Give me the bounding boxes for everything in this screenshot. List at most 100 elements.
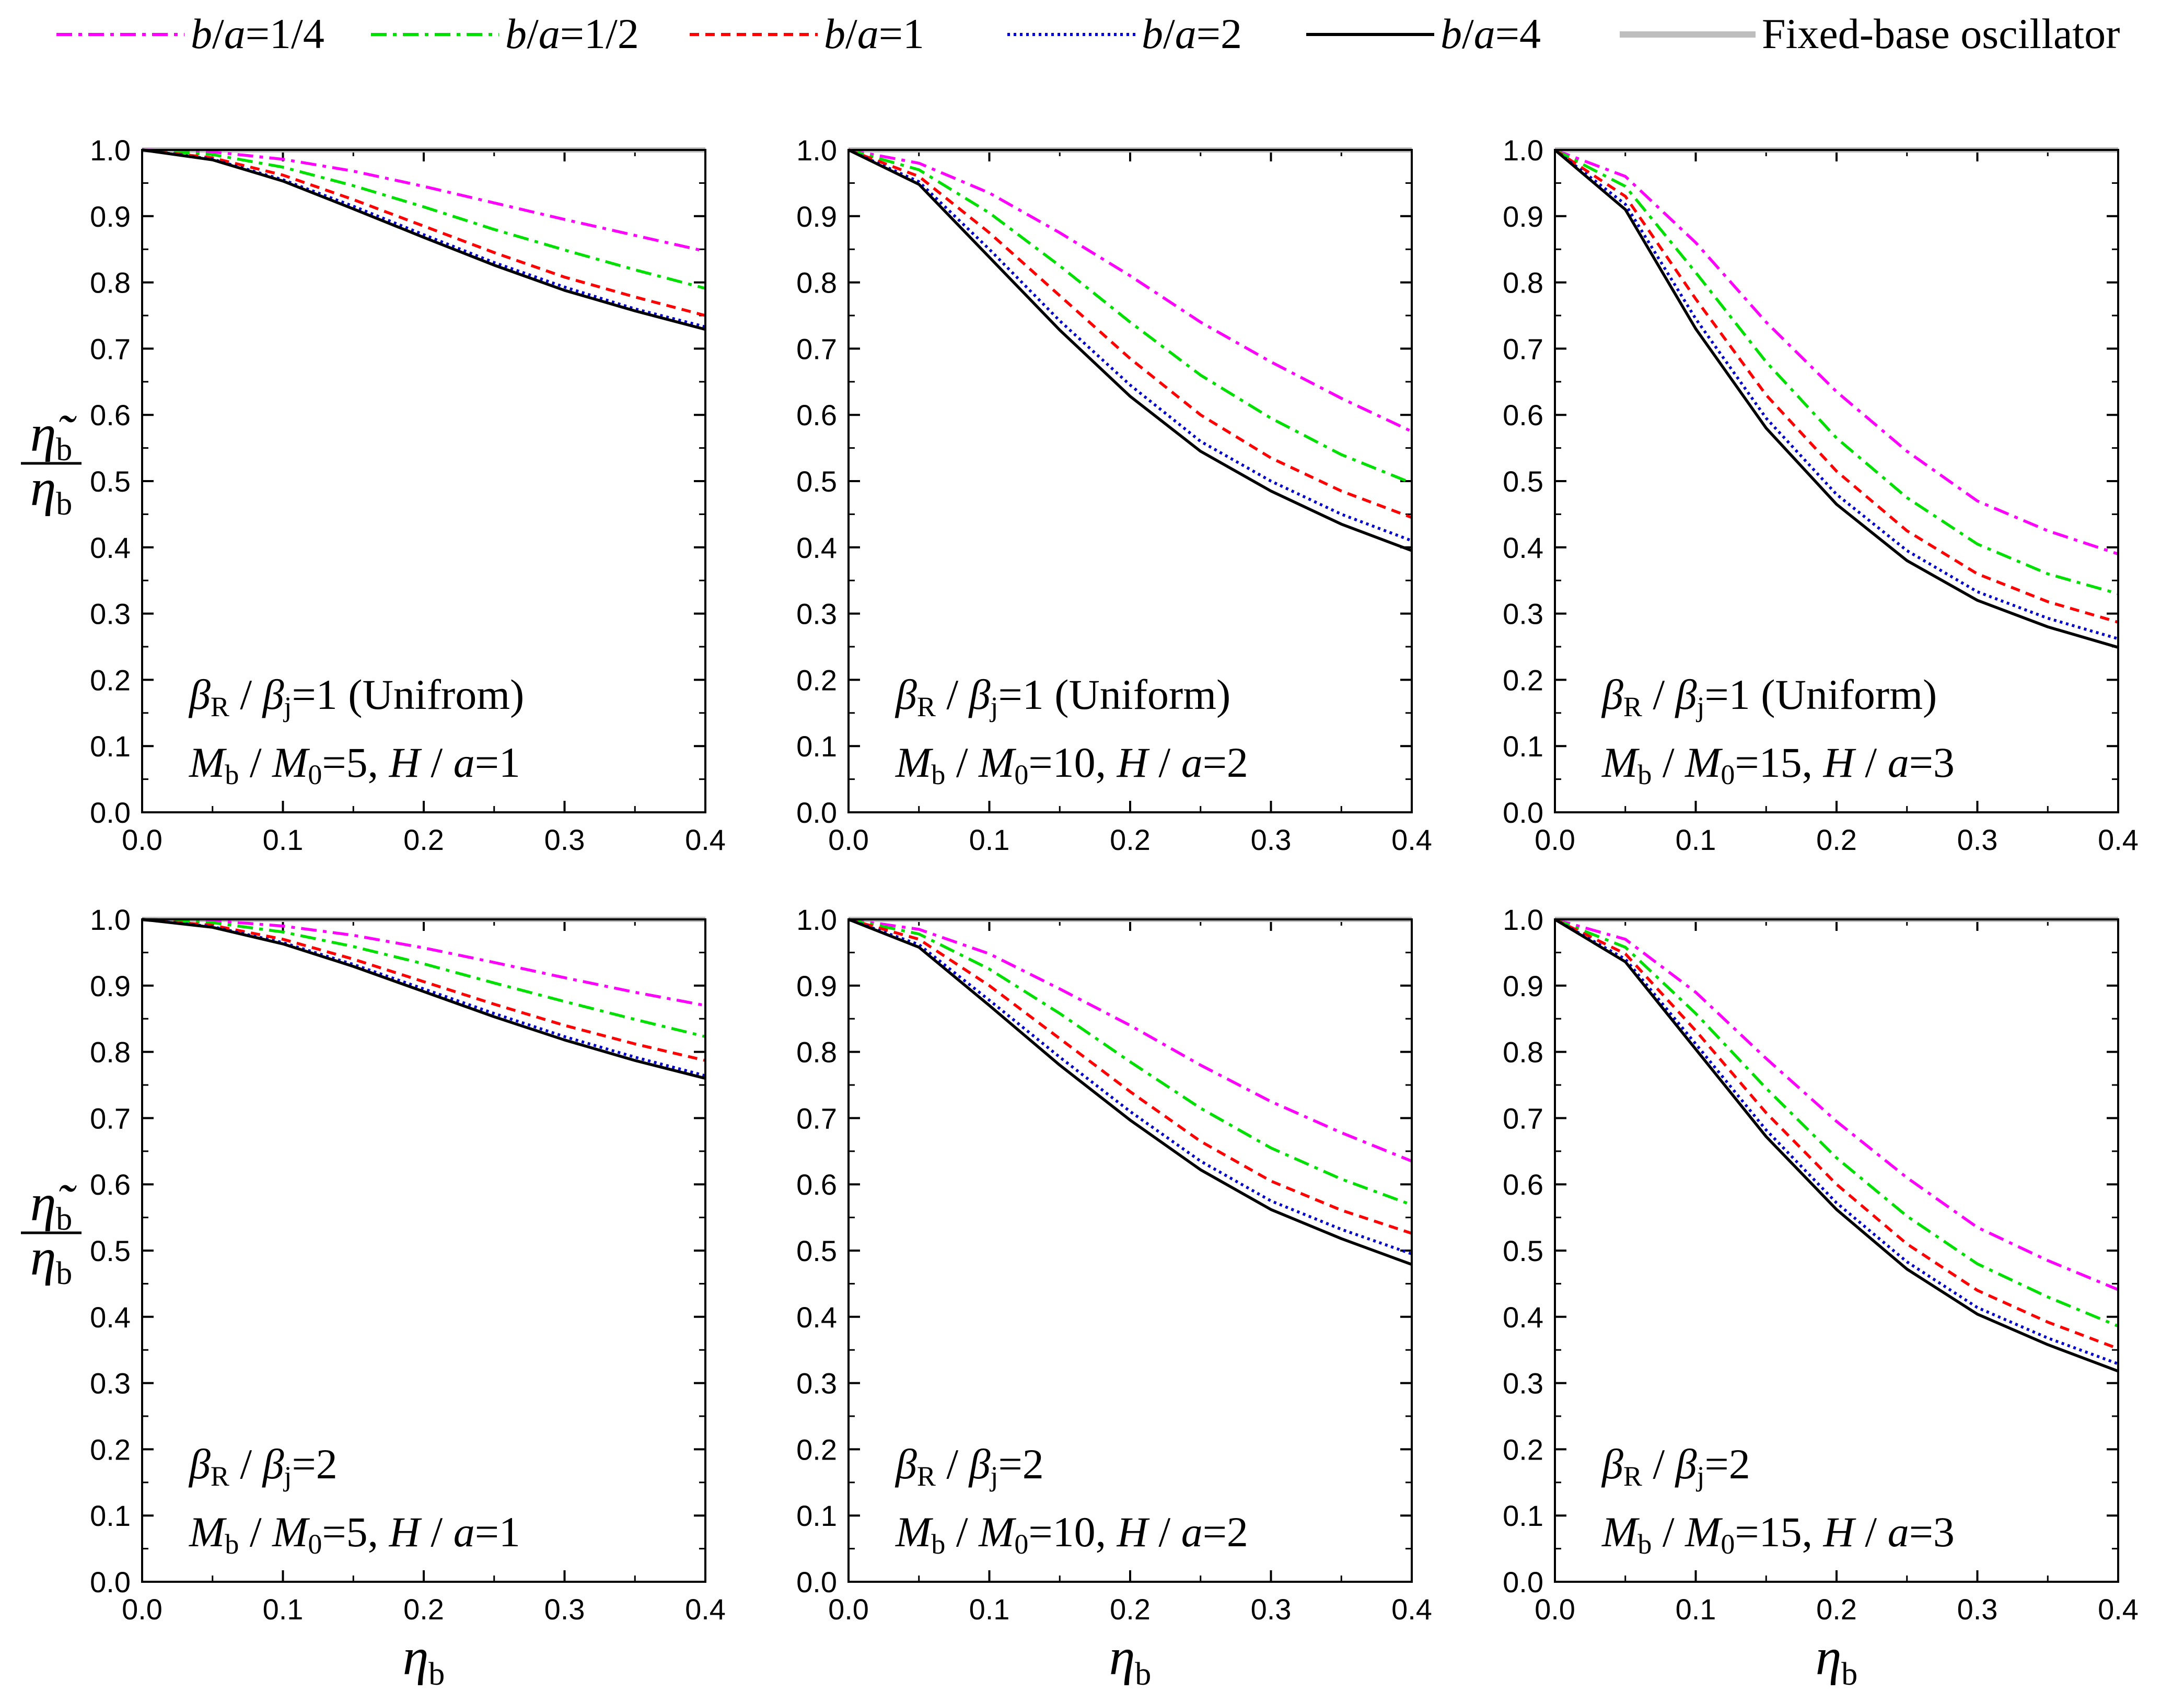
y-tick-label: 0.0 bbox=[1503, 796, 1543, 829]
panel-6: 0.0 0.1 0.2 0.3 0.4 0.0 0.1 0.2 0.3 0.4 0.5 0.6 0.7 0… bbox=[1503, 903, 2139, 1626]
x-tick-label: 0.4 bbox=[2098, 1593, 2139, 1626]
series-line-q025 bbox=[848, 918, 1413, 1163]
legend-item-q1: b/a=1 bbox=[690, 10, 924, 57]
y-axis-title-row-1: η̃bηb bbox=[21, 404, 82, 522]
series-line-q1 bbox=[1554, 148, 2119, 624]
series-line-q05 bbox=[848, 918, 1412, 1207]
y-tick-label: 0.5 bbox=[796, 465, 837, 498]
panel-1-ticks: 0.0 0.1 0.2 0.3 0.4 0.0 0.1 0.2 0.3 0.4 0.5 0.6 0.7 0… bbox=[90, 134, 726, 856]
x-tick-label: 0.3 bbox=[1251, 823, 1292, 856]
y-tick-label: 0.9 bbox=[90, 200, 131, 233]
x-tick-label: 0.1 bbox=[969, 823, 1010, 856]
series-line-q2 bbox=[847, 148, 1412, 542]
y-tick-label: 0.2 bbox=[1503, 1433, 1543, 1466]
legend-label-q05: b/a=1/2 bbox=[505, 10, 639, 57]
x-tick-label: 0.1 bbox=[1676, 1593, 1716, 1626]
annotation-beta-ratio: βR / βj=2 bbox=[188, 1440, 338, 1492]
panel-5: 0.0 0.1 0.2 0.3 0.4 0.0 0.1 0.2 0.3 0.4 0.5 0.6 0.7 0… bbox=[796, 903, 1432, 1626]
x-tick-label: 0.4 bbox=[685, 1593, 726, 1626]
y-tick-label: 0.0 bbox=[796, 1566, 837, 1598]
panel-4: 0.0 0.1 0.2 0.3 0.4 0.0 0.1 0.2 0.3 0.4 0.5 0.6 0.7 0… bbox=[90, 903, 726, 1626]
y-tick-label: 0.5 bbox=[1503, 465, 1543, 498]
legend-label-q1: b/a=1 bbox=[824, 10, 924, 57]
y-tick-label: 0.2 bbox=[90, 663, 131, 696]
y-tick-label: 0.2 bbox=[796, 663, 837, 696]
legend-label-q4: b/a=4 bbox=[1440, 10, 1541, 57]
y-tick-label: 0.0 bbox=[1503, 1566, 1543, 1598]
x-tick-label: 0.0 bbox=[1535, 823, 1575, 856]
y-tick-label: 0.8 bbox=[796, 1036, 837, 1069]
x-tick-label: 0.3 bbox=[544, 823, 585, 856]
y-tick-label: 0.3 bbox=[796, 1367, 837, 1400]
y-tick-label: 0.0 bbox=[796, 796, 837, 829]
y-tick-label: 0.6 bbox=[796, 399, 837, 431]
y-axis-title-numerator: η̃b bbox=[30, 1174, 77, 1237]
y-axis-title-denominator: ηb bbox=[30, 1228, 73, 1291]
plot-frame bbox=[141, 149, 706, 813]
y-tick-label: 0.7 bbox=[90, 332, 131, 365]
y-tick-label: 0.3 bbox=[90, 598, 131, 631]
y-tick-label: 0.2 bbox=[796, 1433, 837, 1466]
plot-frame bbox=[847, 149, 1413, 813]
y-tick-label: 0.8 bbox=[796, 266, 837, 299]
series-line-q4 bbox=[1554, 918, 2119, 1373]
x-tick-label: 0.3 bbox=[1957, 1593, 1998, 1626]
series-line-q1 bbox=[848, 148, 1412, 519]
y-tick-label: 0.6 bbox=[796, 1168, 837, 1201]
series-line-q025 bbox=[1554, 148, 2119, 556]
y-tick-label: 0.0 bbox=[90, 796, 131, 829]
y-tick-label: 0.9 bbox=[90, 970, 131, 1002]
y-tick-label: 0.1 bbox=[796, 1499, 837, 1532]
y-tick-label: 0.9 bbox=[796, 200, 837, 233]
x-tick-label: 0.1 bbox=[969, 1593, 1010, 1626]
y-tick-label: 1.0 bbox=[796, 903, 837, 936]
y-tick-label: 0.9 bbox=[1503, 970, 1543, 1002]
y-tick-label: 0.7 bbox=[796, 1102, 837, 1135]
x-tick-label: 0.0 bbox=[828, 823, 869, 856]
panels: 0.0 0.1 0.2 0.3 0.4 0.0 0.1 0.2 0.3 0.4 0.5 0.6 0.7 0… bbox=[90, 134, 2139, 1626]
annotation-beta-ratio: βR / βj=2 bbox=[1601, 1440, 1750, 1492]
series-line-q05 bbox=[1554, 148, 2119, 596]
y-tick-label: 0.3 bbox=[1503, 1367, 1543, 1400]
series-line-q1 bbox=[1554, 918, 2119, 1350]
x-tick-label: 0.0 bbox=[1535, 1593, 1575, 1626]
y-tick-label: 0.8 bbox=[1503, 266, 1543, 299]
y-tick-label: 0.2 bbox=[1503, 663, 1543, 696]
y-tick-label: 0.5 bbox=[796, 1234, 837, 1267]
x-tick-label: 0.2 bbox=[1816, 823, 1857, 856]
legend-item-q4: b/a=4 bbox=[1306, 10, 1541, 57]
legend-item-fixed: Fixed-base oscillator bbox=[1620, 10, 2120, 57]
x-tick-label: 0.0 bbox=[122, 1593, 162, 1626]
x-tick-label: 0.3 bbox=[1957, 823, 1998, 856]
y-tick-label: 1.0 bbox=[90, 903, 131, 936]
y-tick-label: 0.4 bbox=[1503, 1301, 1543, 1334]
y-tick-label: 1.0 bbox=[1503, 903, 1543, 936]
x-axis-titles: ηb ηb ηb bbox=[403, 1628, 1858, 1692]
series-line-q2 bbox=[848, 918, 1412, 1255]
annotation-mass-height: Mb / M0=15, H / a=3 bbox=[1601, 1508, 1955, 1560]
annotation-mass-height: Mb / M0=10, H / a=2 bbox=[895, 1508, 1248, 1560]
y-axis-title-numerator: η̃b bbox=[30, 404, 77, 468]
y-tick-label: 0.9 bbox=[796, 970, 837, 1002]
y-tick-label: 0.4 bbox=[796, 531, 837, 564]
series-line-q1 bbox=[848, 918, 1412, 1235]
x-tick-label: 0.1 bbox=[263, 1593, 304, 1626]
annotation-beta-ratio: βR / βj=1 (Unifrom) bbox=[188, 671, 524, 722]
x-tick-label: 0.4 bbox=[685, 823, 726, 856]
series-line-q05 bbox=[848, 148, 1413, 485]
annotation-beta-ratio: βR / βj=1 (Uniform) bbox=[894, 671, 1230, 722]
x-axis-title: ηb bbox=[1816, 1628, 1858, 1692]
series-line-q2 bbox=[142, 918, 706, 1077]
x-tick-label: 0.4 bbox=[2098, 823, 2139, 856]
legend-item-q05: b/a=1/2 bbox=[371, 10, 639, 57]
y-tick-label: 0.6 bbox=[90, 1168, 131, 1201]
annotation-mass-height: Mb / M0=10, H / a=2 bbox=[895, 739, 1248, 790]
annotation-mass-height: Mb / M0=5, H / a=1 bbox=[189, 1508, 520, 1560]
panel-4-ticks: 0.0 0.1 0.2 0.3 0.4 0.0 0.1 0.2 0.3 0.4 0.5 0.6 0.7 0… bbox=[90, 903, 726, 1626]
legend-label-q025: b/a=1/4 bbox=[191, 10, 324, 57]
y-tick-label: 0.7 bbox=[1503, 332, 1543, 365]
y-tick-label: 0.0 bbox=[90, 1566, 131, 1598]
series-line-q4 bbox=[847, 148, 1412, 552]
plot-frame bbox=[141, 918, 706, 1583]
y-tick-label: 0.1 bbox=[1503, 1499, 1543, 1532]
